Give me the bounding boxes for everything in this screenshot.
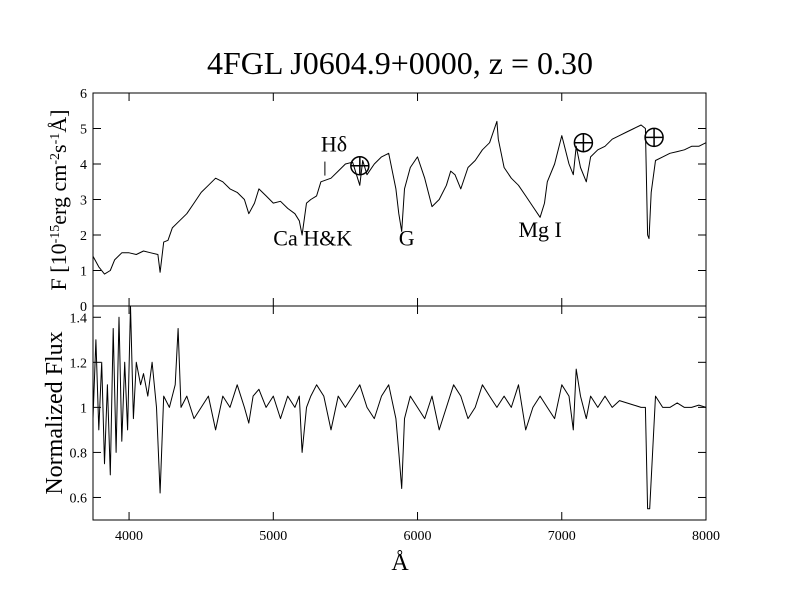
y-tick-label: 5: [80, 123, 87, 138]
y-tick-label: 0.8: [70, 446, 88, 461]
y-tick-label: 3: [80, 194, 87, 209]
plot-frame: [92, 92, 707, 307]
normalized-y-axis-label: Normalized Flux: [42, 331, 68, 494]
x-tick-label: 6000: [404, 529, 432, 544]
x-tick-label: 5000: [259, 529, 287, 544]
x-tick-label: 8000: [692, 529, 720, 544]
normalized-spectrum-line: [92, 305, 707, 510]
flux-y-axis-label: F [10-15erg cm-2s-1Å]: [46, 110, 71, 291]
y-tick-label: 0: [80, 300, 87, 315]
normalized-flux-panel: 0.6 0.8 1 1.2 1.4 4000 5000 6000 7000 8000: [70, 305, 720, 544]
plot-frame: [92, 305, 707, 521]
line-annotation: Mg I: [518, 217, 561, 242]
y-tick-label: 0.6: [70, 491, 88, 506]
flux-spectrum-line: [92, 120, 707, 275]
telluric-marker-icon: [573, 132, 594, 153]
x-tick-label: 4000: [115, 529, 143, 544]
y-tick-label: 2: [80, 229, 87, 244]
telluric-marker-icon: [350, 156, 370, 176]
x-tick-label: 7000: [548, 529, 576, 544]
flux-panel: 0 1 2 3 4 5 6 Hδ Ca H&K G Mg I: [80, 87, 707, 315]
line-annotation: G: [399, 226, 415, 251]
y-tick-label: 1: [80, 265, 87, 280]
x-axis-label: Å: [391, 550, 409, 576]
line-annotation: Hδ: [321, 132, 347, 157]
line-annotation: Ca H&K: [273, 226, 352, 251]
telluric-marker-icon: [644, 127, 664, 148]
y-tick-label: 1.2: [70, 356, 88, 371]
chart-title: 4FGL J0604.9+0000, z = 0.30: [207, 45, 593, 81]
y-tick-label: 6: [80, 87, 87, 102]
y-tick-label: 4: [80, 158, 87, 173]
y-tick-label: 1: [80, 401, 87, 416]
y-tick-label: 1.4: [70, 311, 88, 326]
